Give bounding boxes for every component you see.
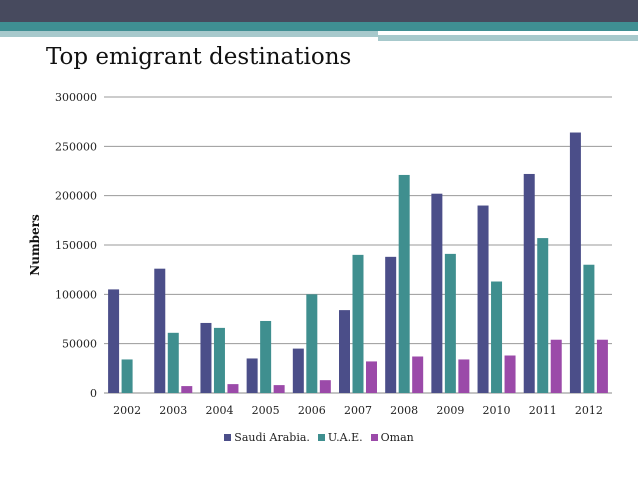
bar-oman-2012	[596, 339, 608, 393]
bar-saudi-arabia-2005	[246, 358, 258, 393]
x-tick-label: 2012	[575, 404, 603, 417]
legend-label: Oman	[380, 431, 414, 444]
bar-saudi-arabia-2006	[292, 348, 304, 393]
x-tick-label: 2008	[390, 404, 418, 417]
bar-saudi-arabia-2011	[523, 173, 535, 393]
x-tick-label: 2007	[344, 404, 372, 417]
y-tick-label: 300000	[55, 91, 97, 104]
bars	[108, 132, 608, 393]
legend-item: Oman	[370, 431, 414, 444]
y-tick-label: 200000	[55, 190, 97, 203]
y-tick-label: 150000	[55, 239, 97, 252]
slide-title: Top emigrant destinations	[46, 44, 352, 70]
bar-oman-2004	[227, 384, 239, 393]
x-tick-label: 2009	[436, 404, 464, 417]
bar-saudi-arabia-2003	[154, 268, 166, 393]
bar-saudi-arabia-2004	[200, 322, 212, 393]
legend-label: Saudi Arabia.	[234, 431, 310, 444]
legend-swatch	[317, 434, 325, 441]
y-axis-label: Numbers	[28, 214, 42, 276]
bar-u-a-e-2007	[352, 254, 364, 393]
header-accent-line	[378, 35, 638, 41]
bar-oman-2003	[181, 386, 193, 393]
bar-saudi-arabia-2012	[569, 132, 581, 393]
legend-label: U.A.E.	[327, 431, 363, 444]
bar-u-a-e-2002	[121, 359, 133, 393]
bar-u-a-e-2009	[444, 253, 456, 393]
bar-saudi-arabia-2010	[477, 205, 489, 393]
y-tick-label: 0	[90, 387, 97, 400]
header-band-teal	[0, 22, 638, 31]
bar-u-a-e-2006	[306, 294, 318, 393]
bar-oman-2006	[319, 380, 331, 393]
bar-u-a-e-2005	[260, 320, 272, 393]
x-tick-label: 2003	[159, 404, 187, 417]
x-tick-label: 2011	[529, 404, 557, 417]
x-tick-label: 2002	[113, 404, 141, 417]
y-tick-label: 50000	[62, 338, 97, 351]
bar-u-a-e-2008	[398, 174, 410, 393]
bar-u-a-e-2012	[583, 264, 595, 393]
legend-swatch	[370, 434, 378, 441]
y-tick-label: 250000	[55, 140, 97, 153]
bar-oman-2009	[458, 359, 470, 393]
bar-u-a-e-2003	[167, 332, 179, 393]
bar-saudi-arabia-2002	[108, 289, 120, 393]
x-tick-label: 2005	[252, 404, 280, 417]
x-tick-label: 2004	[205, 404, 233, 417]
y-axis-ticks: 0 50000 100000 150000 200000 250000 300000	[55, 91, 97, 400]
bar-u-a-e-2011	[537, 238, 549, 393]
x-tick-label: 2010	[483, 404, 511, 417]
x-tick-label: 2006	[298, 404, 326, 417]
bar-oman-2011	[550, 339, 562, 393]
bar-oman-2008	[412, 356, 424, 393]
legend-swatch	[224, 434, 232, 441]
legend: Saudi Arabia. U.A.E. Oman	[0, 431, 638, 444]
legend-item: U.A.E.	[317, 431, 363, 444]
bar-saudi-arabia-2007	[339, 310, 350, 393]
header-band-dark	[0, 0, 638, 22]
bar-saudi-arabia-2008	[385, 256, 397, 393]
bar-oman-2010	[504, 355, 516, 393]
bar-u-a-e-2004	[213, 327, 225, 393]
legend-item: Saudi Arabia.	[224, 431, 310, 444]
header-band-light	[0, 31, 378, 37]
bar-oman-2007	[366, 361, 377, 393]
x-axis-ticks: 2002 2003 2004 2005 2006 2007 2008 2009 2010 2011…	[113, 404, 603, 417]
bar-oman-2005	[273, 385, 285, 393]
y-tick-label: 100000	[55, 288, 97, 301]
bar-u-a-e-2010	[491, 281, 503, 393]
bar-saudi-arabia-2009	[431, 193, 443, 393]
